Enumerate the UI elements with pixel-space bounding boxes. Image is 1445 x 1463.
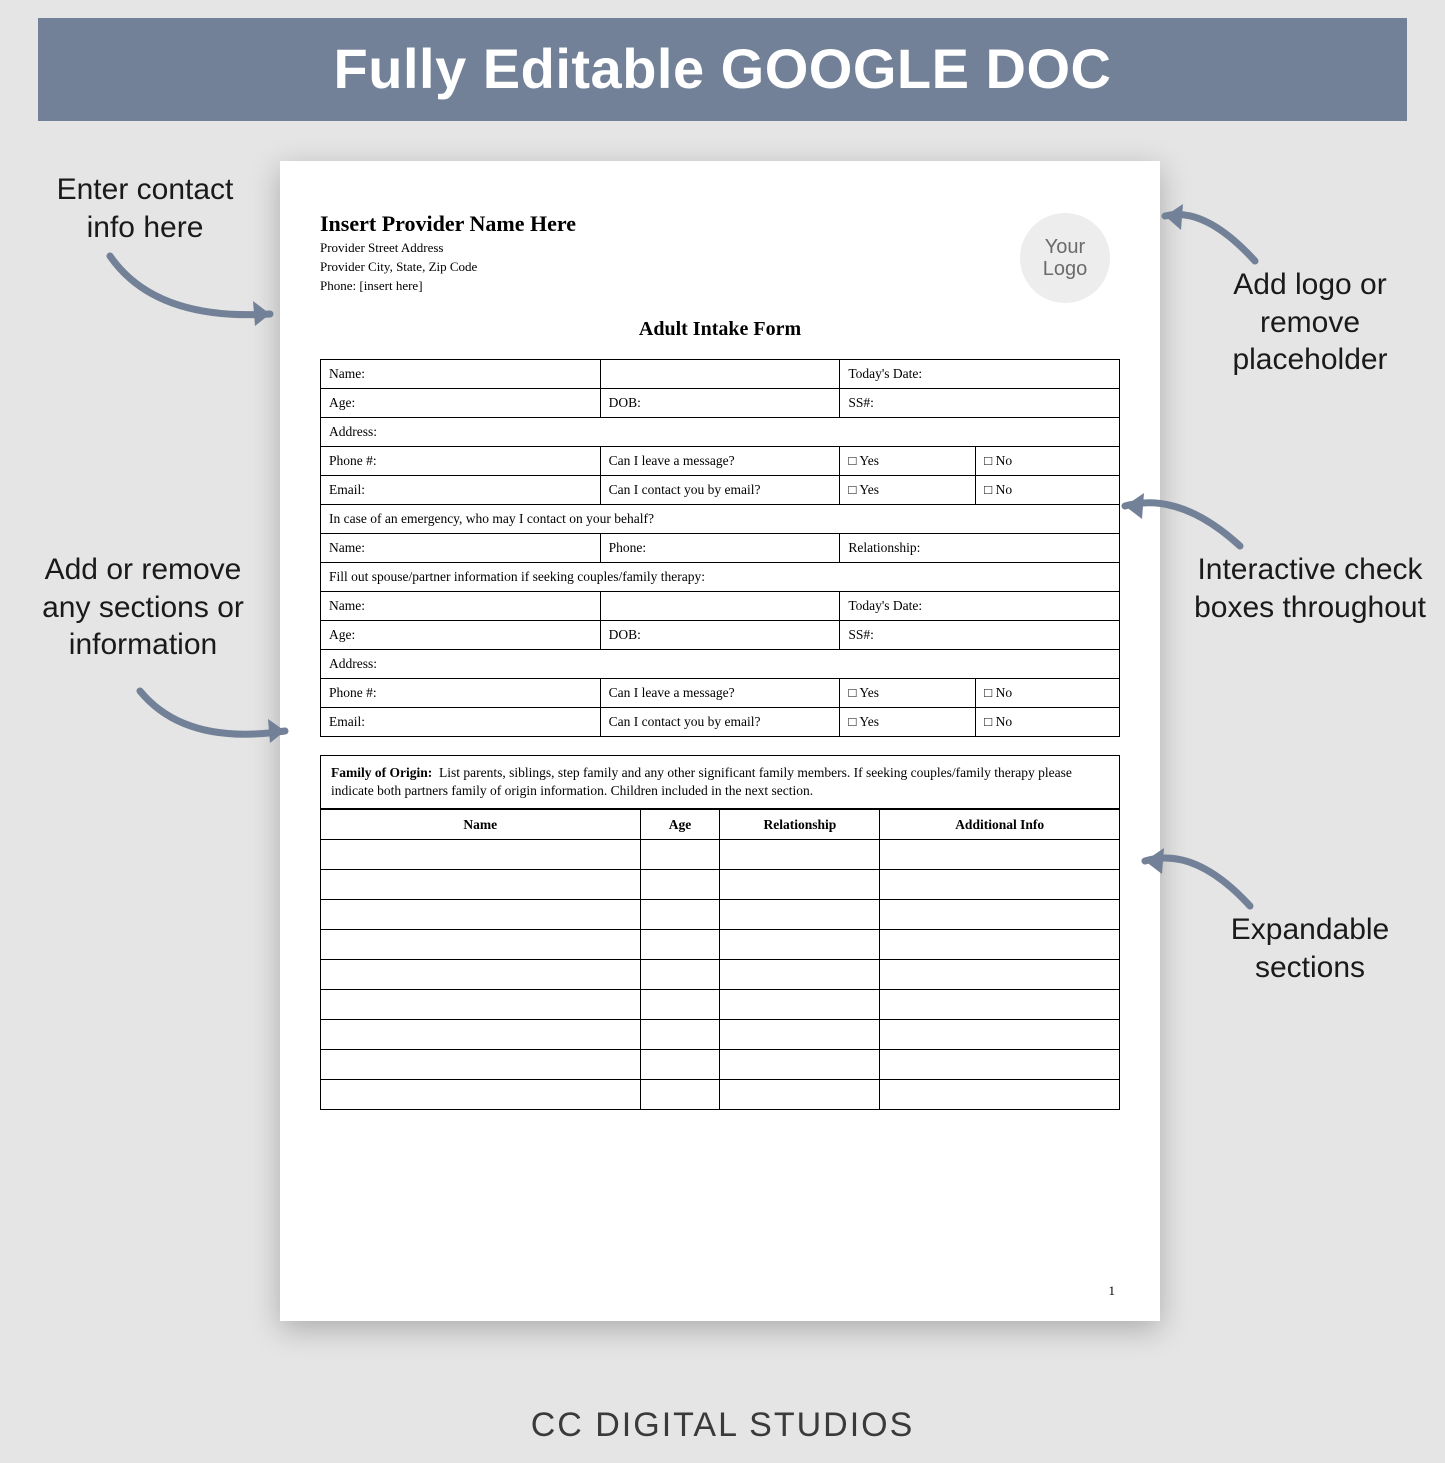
label-address: Address: (321, 418, 1120, 447)
checkbox-no[interactable]: □ No (976, 476, 1120, 505)
col-name: Name (321, 810, 641, 840)
label-leave-msg: Can I leave a message? (600, 447, 840, 476)
label-name: Name: (321, 360, 601, 389)
label-email: Email: (321, 476, 601, 505)
callout-add-remove-sections: Add or remove any sections or informatio… (18, 551, 268, 664)
label-leave-msg: Can I leave a message? (600, 679, 840, 708)
label-age: Age: (321, 389, 601, 418)
provider-city-state-zip: Provider City, State, Zip Code (320, 259, 1120, 275)
label-dob: DOB: (600, 621, 840, 650)
callout-expandable: Expandable sections (1200, 911, 1420, 986)
grid-header-row: Name Age Relationship Additional Info (321, 810, 1120, 840)
arrow-icon (95, 246, 295, 346)
logo-placeholder: Your Logo (1020, 213, 1110, 303)
stage: Insert Provider Name Here Provider Stree… (0, 121, 1445, 1381)
callout-contact-info: Enter contact info here (30, 171, 260, 246)
label-ename: Name: (321, 534, 601, 563)
page-number: 1 (1109, 1283, 1116, 1299)
checkbox-yes[interactable]: □ Yes (840, 708, 976, 737)
label-ssn: SS#: (840, 621, 1120, 650)
label-erel: Relationship: (840, 534, 1120, 563)
family-origin-instructions: Family of Origin: List parents, siblings… (320, 755, 1120, 809)
label-contact-email: Can I contact you by email? (600, 476, 840, 505)
intake-table-primary: Name: Today's Date: Age: DOB: SS#: Addre… (320, 359, 1120, 737)
label-ssn: SS#: (840, 389, 1120, 418)
footer-brand: CC DIGITAL STUDIOS (0, 1406, 1445, 1445)
label-dob: DOB: (600, 389, 840, 418)
provider-phone: Phone: [insert here] (320, 278, 1120, 294)
label-phone: Phone #: (321, 679, 601, 708)
banner: Fully Editable GOOGLE DOC (38, 18, 1407, 121)
col-additional-info: Additional Info (880, 810, 1120, 840)
checkbox-yes[interactable]: □ Yes (840, 447, 976, 476)
arrow-icon (1110, 461, 1250, 561)
grid-row (321, 900, 1120, 930)
cell (600, 360, 840, 389)
checkbox-yes[interactable]: □ Yes (840, 476, 976, 505)
family-origin-text: List parents, siblings, step family and … (331, 765, 1072, 798)
form-title: Adult Intake Form (320, 318, 1120, 341)
checkbox-yes[interactable]: □ Yes (840, 679, 976, 708)
checkbox-no[interactable]: □ No (976, 447, 1120, 476)
cell (600, 592, 840, 621)
document-page: Insert Provider Name Here Provider Stree… (280, 161, 1160, 1321)
label-name: Name: (321, 592, 601, 621)
checkbox-no[interactable]: □ No (976, 679, 1120, 708)
family-origin-label: Family of Origin: (331, 765, 432, 780)
label-age: Age: (321, 621, 601, 650)
label-spouse: Fill out spouse/partner information if s… (321, 563, 1120, 592)
grid-row (321, 930, 1120, 960)
provider-street: Provider Street Address (320, 240, 1120, 256)
family-grid: Name Age Relationship Additional Info (320, 809, 1120, 1110)
grid-row (321, 960, 1120, 990)
label-phone: Phone #: (321, 447, 601, 476)
label-today: Today's Date: (840, 592, 1120, 621)
grid-row (321, 990, 1120, 1020)
checkbox-no[interactable]: □ No (976, 708, 1120, 737)
callout-add-logo: Add logo or remove placeholder (1195, 266, 1425, 379)
grid-row (321, 1080, 1120, 1110)
grid-row (321, 840, 1120, 870)
arrow-icon (130, 676, 300, 766)
label-address: Address: (321, 650, 1120, 679)
label-contact-email: Can I contact you by email? (600, 708, 840, 737)
label-emergency: In case of an emergency, who may I conta… (321, 505, 1120, 534)
col-age: Age (640, 810, 720, 840)
grid-row (321, 1020, 1120, 1050)
grid-row (321, 870, 1120, 900)
arrow-icon (1145, 176, 1265, 276)
provider-block: Insert Provider Name Here Provider Stree… (320, 211, 1120, 294)
label-today: Today's Date: (840, 360, 1120, 389)
label-email: Email: (321, 708, 601, 737)
arrow-icon (1130, 821, 1260, 921)
col-relationship: Relationship (720, 810, 880, 840)
callout-checkboxes: Interactive check boxes throughout (1190, 551, 1430, 626)
provider-name: Insert Provider Name Here (320, 211, 1120, 237)
label-ephone: Phone: (600, 534, 840, 563)
grid-row (321, 1050, 1120, 1080)
